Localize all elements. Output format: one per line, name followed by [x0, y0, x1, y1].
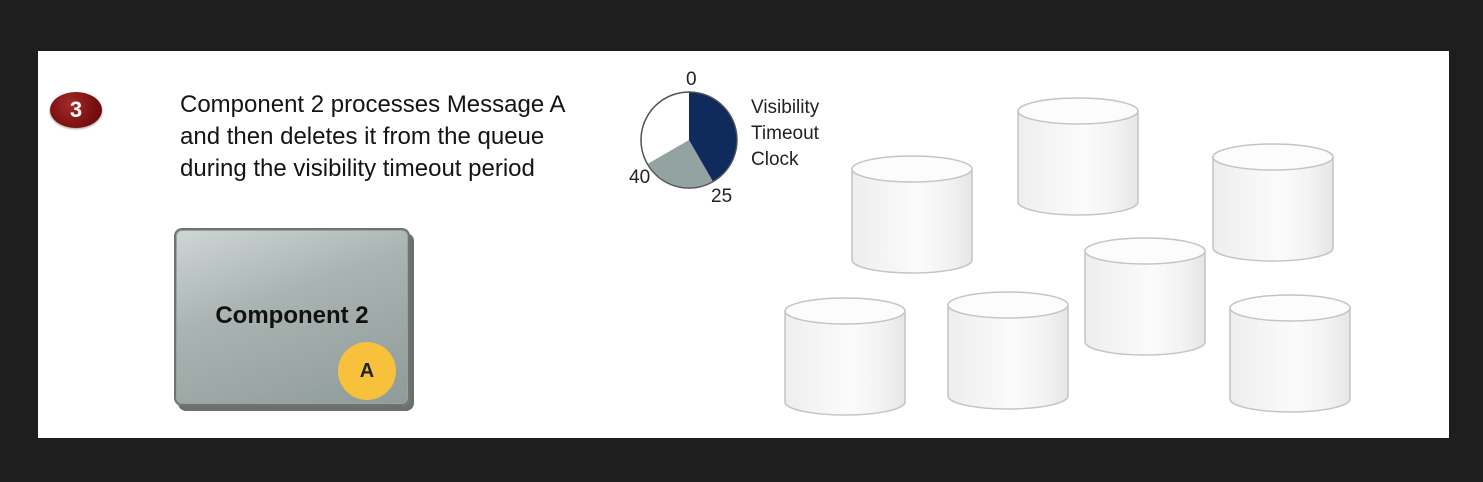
cylinder-top [851, 155, 973, 183]
cylinder-body [784, 310, 906, 416]
queue-servers [784, 97, 1351, 416]
visibility-timeout-clock [640, 91, 738, 189]
clock-caption-line-1: Visibility [751, 97, 820, 118]
clock-tick-25: 25 [711, 186, 733, 207]
queue-server-cylinder [947, 291, 1069, 410]
queue-server-cylinder [851, 155, 973, 274]
description-line-2: and then deletes it from the queue [180, 123, 545, 150]
cylinder-body [1229, 307, 1351, 413]
description-line-1: Component 2 processes Message A [180, 91, 566, 118]
step-description: Component 2 processes Message A and then… [180, 89, 630, 185]
cylinder-top [947, 291, 1069, 319]
cylinder-top [1017, 97, 1139, 125]
step-number-badge: 3 [50, 92, 102, 128]
clock-caption-line-2: Timeout [751, 123, 819, 144]
queue-server-cylinder [1017, 97, 1139, 216]
cylinder-body [1084, 250, 1206, 356]
cylinder-body [947, 304, 1069, 410]
clock-remaining-sector [647, 140, 713, 188]
clock-caption-line-3: Clock [751, 149, 799, 170]
queue-server-cylinder [1229, 294, 1351, 413]
cylinder-body [851, 168, 973, 274]
cylinder-top [1212, 143, 1334, 171]
clock-elapsed-sector [689, 92, 737, 182]
clock-caption: Visibility Timeout Clock [751, 95, 819, 173]
description-line-3: during the visibility timeout period [180, 155, 535, 182]
clock-tick-0: 0 [686, 69, 697, 90]
message-a-token: A [338, 342, 396, 400]
clock-tick-40: 40 [629, 167, 651, 188]
queue-server-cylinder [1212, 143, 1334, 262]
cylinder-body [1017, 110, 1139, 216]
cylinder-top [1229, 294, 1351, 322]
component-label: Component 2 [215, 302, 369, 329]
cylinder-top [784, 297, 906, 325]
queue-server-cylinder [784, 297, 906, 416]
queue-server-cylinder [1084, 237, 1206, 356]
cylinder-top [1084, 237, 1206, 265]
clock-outline [640, 91, 738, 189]
component-2-box: Component 2 A [174, 228, 410, 406]
cylinder-body [1212, 156, 1334, 262]
